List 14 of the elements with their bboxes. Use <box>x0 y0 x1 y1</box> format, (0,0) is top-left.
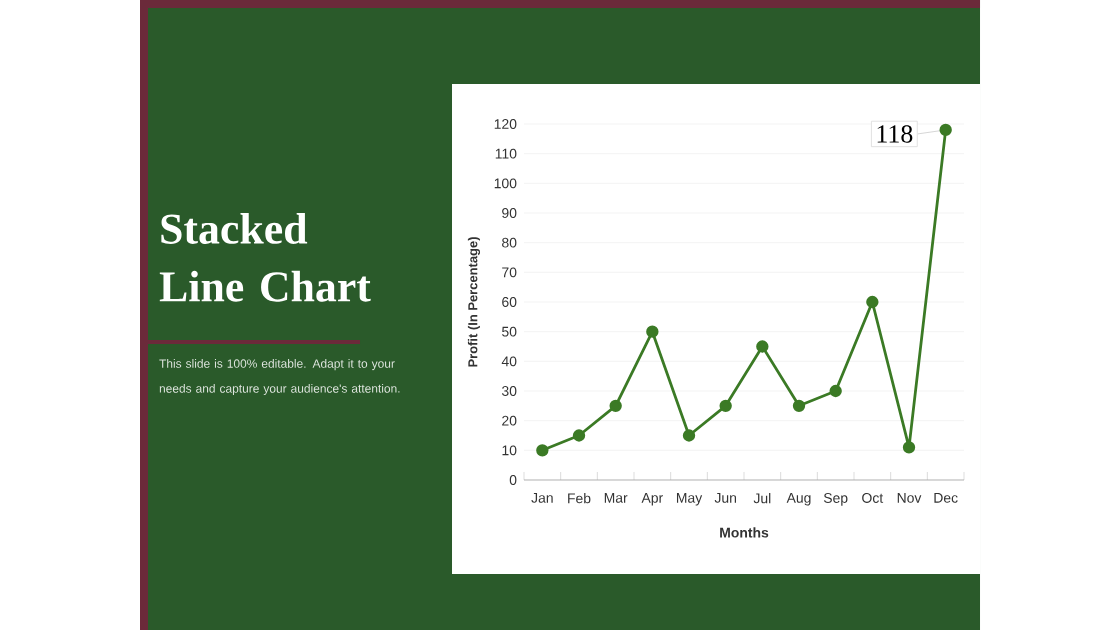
point <box>572 429 586 442</box>
point <box>756 340 769 353</box>
point <box>719 399 732 413</box>
point <box>536 444 549 457</box>
text: Stacked Line Chart <box>159 213 371 302</box>
point <box>792 399 806 413</box>
point <box>682 429 696 442</box>
point <box>866 295 879 309</box>
annotation: 118 <box>877 125 913 143</box>
point <box>646 325 659 338</box>
point <box>902 441 916 454</box>
point <box>609 399 622 413</box>
point <box>829 384 842 398</box>
point <box>939 123 952 137</box>
